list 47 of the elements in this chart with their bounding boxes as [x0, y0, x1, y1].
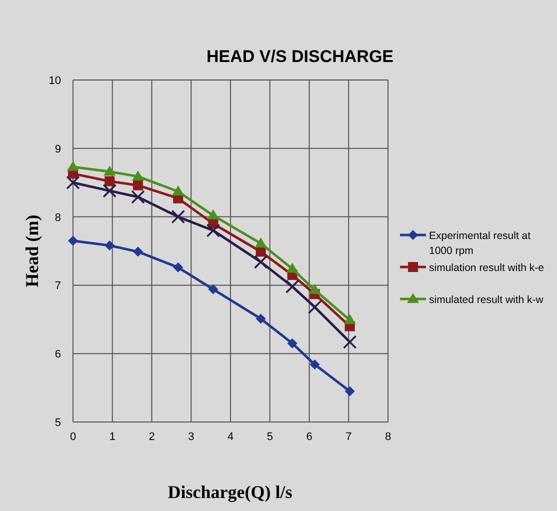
- point: [104, 176, 115, 186]
- point: [342, 335, 357, 349]
- x-tick-label: 1: [109, 431, 116, 443]
- chart-title: HEAD V/S DISCHARGE: [206, 47, 394, 66]
- point: [67, 160, 79, 171]
- point: [256, 314, 266, 324]
- point: [286, 262, 298, 273]
- point: [287, 338, 298, 348]
- point: [171, 210, 186, 224]
- point: [102, 184, 117, 198]
- point: [344, 314, 356, 324]
- y-tick-label: 5: [54, 417, 61, 429]
- point: [310, 360, 320, 370]
- point: [132, 180, 143, 190]
- point: [208, 284, 218, 294]
- point: [344, 386, 355, 396]
- y-tick-label: 8: [54, 212, 61, 224]
- x-tick-label: 8: [384, 431, 392, 443]
- x-tick-label: 6: [306, 431, 312, 443]
- point: [66, 176, 80, 190]
- x-tick-label: 2: [148, 431, 155, 443]
- x-tick-label: 7: [346, 431, 352, 443]
- point: [68, 236, 78, 246]
- legend-label: simulated result with k-w: [429, 294, 544, 306]
- point: [131, 190, 145, 204]
- x-tick-label: 5: [266, 431, 273, 443]
- x-tick-label: 4: [227, 431, 234, 443]
- point: [172, 185, 184, 196]
- y-tick-label: 10: [48, 75, 61, 87]
- y-tick-label: 9: [54, 143, 61, 156]
- point: [285, 280, 300, 294]
- y-axis-title: Head (m): [22, 214, 42, 288]
- x-tick-label: 0: [70, 431, 76, 443]
- point: [254, 237, 267, 248]
- point: [173, 262, 184, 272]
- x-axis-title: Discharge(Q) l/s: [168, 482, 292, 502]
- point: [308, 284, 321, 294]
- legend-label: simulation result with k-e: [429, 262, 544, 274]
- point: [104, 166, 116, 176]
- point: [254, 255, 268, 269]
- point: [132, 246, 143, 257]
- point: [132, 170, 144, 180]
- y-tick-label: 6: [54, 348, 61, 361]
- x-tick-label: 3: [188, 431, 194, 443]
- point: [206, 224, 220, 238]
- y-tick-label: 7: [54, 280, 61, 292]
- point: [104, 240, 115, 251]
